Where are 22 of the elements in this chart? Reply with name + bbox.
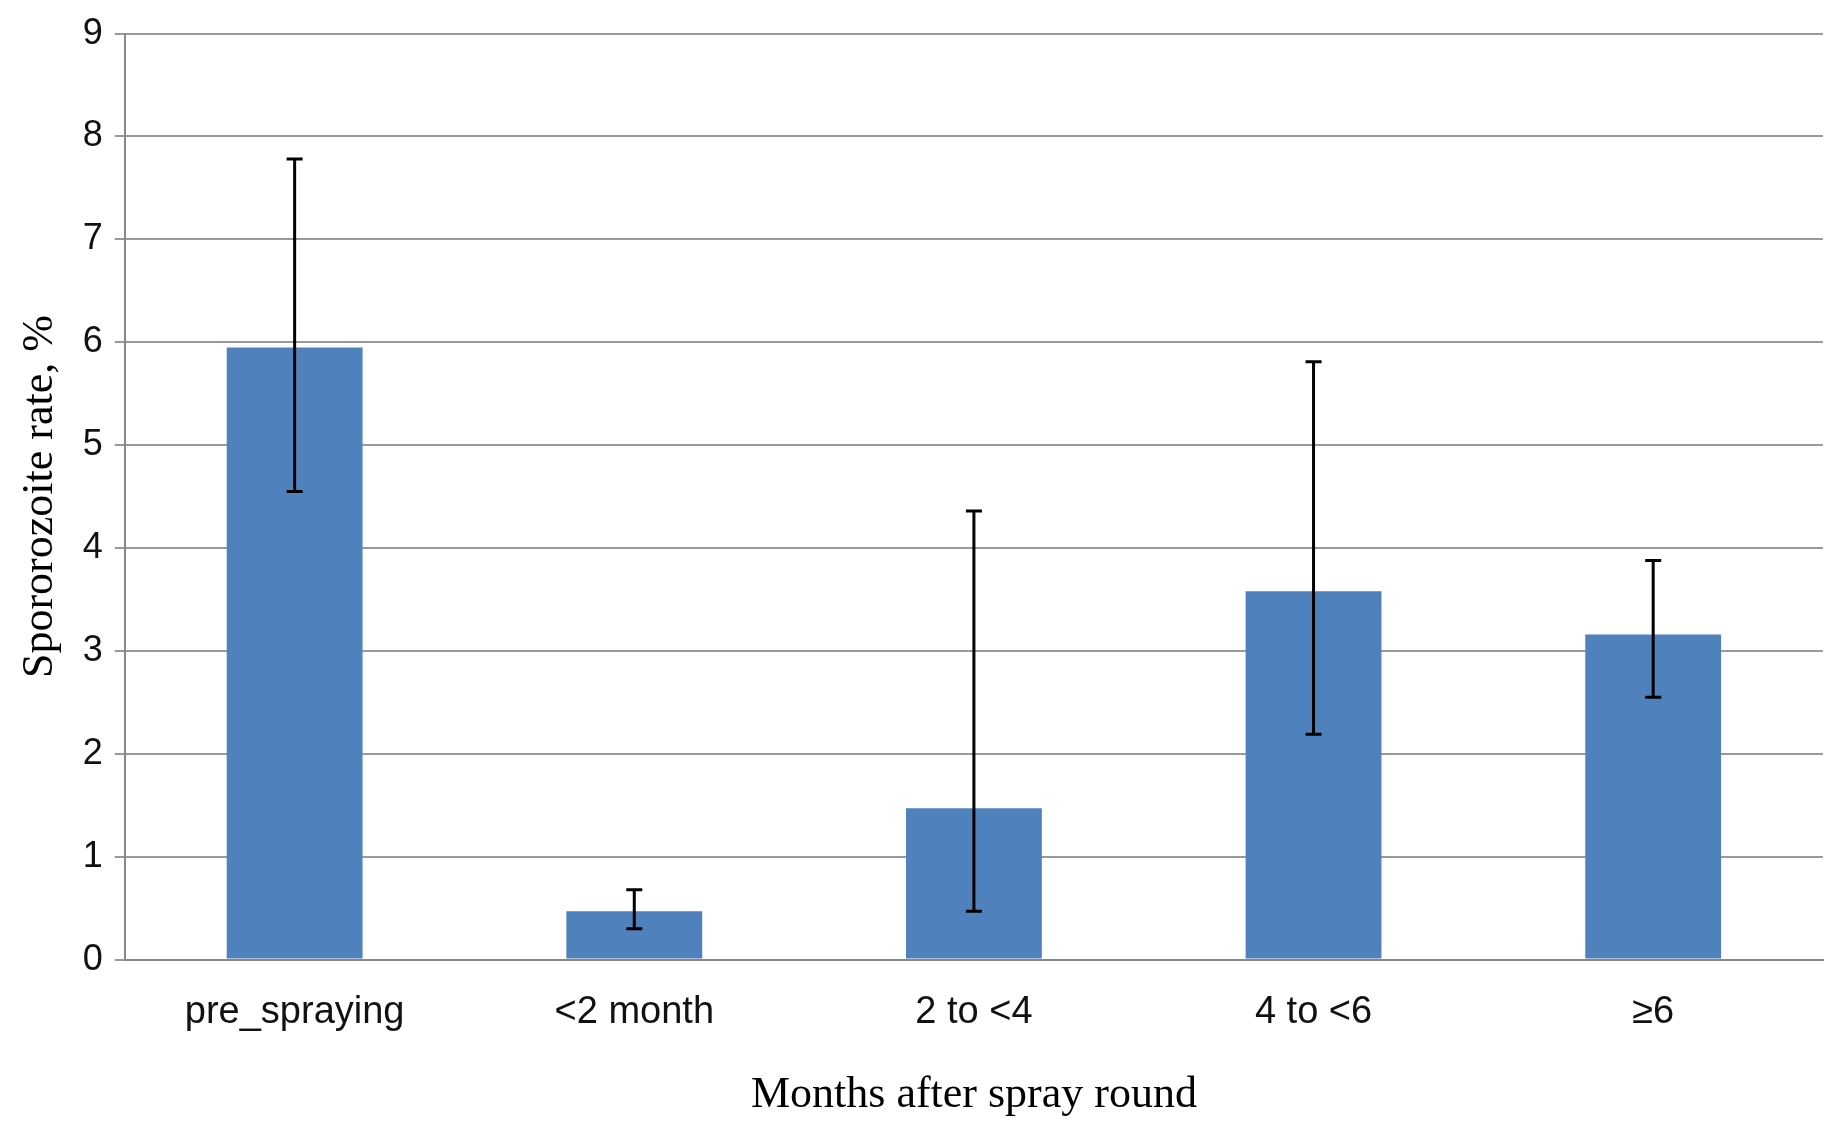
bar — [1585, 634, 1722, 959]
y-axis-title: Spororozoite rate, % — [12, 315, 62, 679]
bar — [226, 347, 363, 959]
x-tick-label: ≥6 — [1632, 988, 1675, 1031]
y-tick-label: 6 — [82, 319, 103, 361]
y-tick-label: 2 — [82, 730, 103, 772]
y-tick-label: 0 — [82, 936, 103, 978]
bar — [1245, 591, 1382, 959]
x-tick-label: 4 to <6 — [1254, 988, 1373, 1031]
y-tick-label: 1 — [82, 833, 103, 875]
y-tick-label: 4 — [82, 524, 103, 566]
x-tick-label: pre_spraying — [184, 988, 405, 1031]
x-axis-title: Months after spray round — [750, 1068, 1197, 1118]
x-tick-label: 2 to <4 — [915, 988, 1033, 1031]
y-tick-label: 5 — [82, 422, 103, 464]
y-tick-label: 9 — [82, 10, 103, 52]
x-tick-label: <2 month — [554, 988, 715, 1031]
y-tick-label: 3 — [82, 627, 103, 669]
bar — [566, 911, 703, 959]
bar — [905, 808, 1042, 959]
y-tick-label: 8 — [82, 113, 103, 155]
y-tick-label: 7 — [82, 216, 103, 258]
